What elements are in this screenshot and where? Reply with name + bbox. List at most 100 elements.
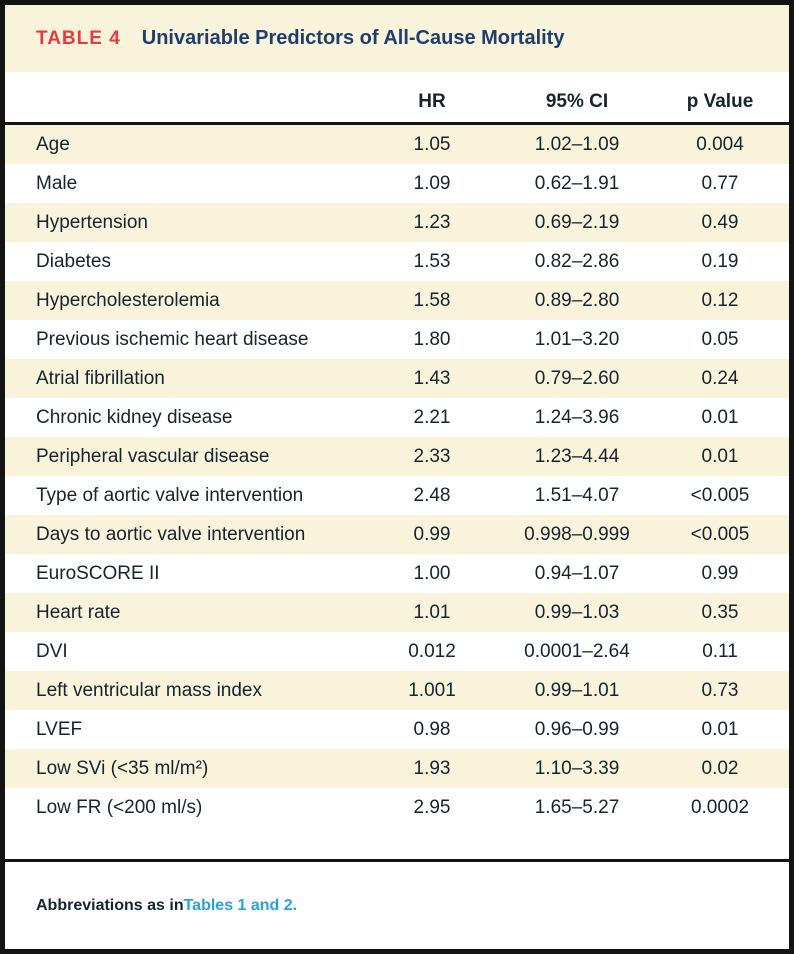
table-row: Hypertension 1.23 0.69–2.19 0.49 [5, 203, 789, 242]
table-row: Left ventricular mass index 1.001 0.99–1… [5, 671, 789, 710]
p-value: 0.01 [701, 718, 739, 740]
hr-value: 1.93 [413, 757, 451, 779]
column-header-row: HR 95% CI p Value [5, 72, 789, 125]
table-row: Male 1.09 0.62–1.91 0.77 [5, 164, 789, 203]
predictor-name: Age [36, 133, 70, 155]
table-row: EuroSCORE II 1.00 0.94–1.07 0.99 [5, 554, 789, 593]
p-value: 0.35 [701, 601, 739, 623]
ci-value: 1.51–4.07 [534, 484, 620, 506]
predictor-name: Diabetes [36, 250, 111, 272]
footnote-tables-link[interactable]: Tables 1 and 2. [183, 896, 298, 914]
p-value: 0.19 [701, 250, 739, 272]
table-row: Type of aortic valve intervention 2.48 1… [5, 476, 789, 515]
p-value: 0.49 [701, 211, 739, 233]
table-row: Hypercholesterolemia 1.58 0.89–2.80 0.12 [5, 281, 789, 320]
hr-value: 1.23 [413, 211, 451, 233]
table-body: Age 1.05 1.02–1.09 0.004 Male 1.09 0.62–… [5, 125, 789, 827]
p-value: 0.24 [701, 367, 739, 389]
table-number-label: TABLE 4 [36, 27, 121, 49]
table-title-band: TABLE 4 Univariable Predictors of All-Ca… [5, 5, 789, 72]
hr-value: 2.21 [413, 406, 451, 428]
p-value: 0.77 [701, 172, 739, 194]
table-row: Previous ischemic heart disease 1.80 1.0… [5, 320, 789, 359]
p-value: 0.99 [701, 562, 739, 584]
table-row: Chronic kidney disease 2.21 1.24–3.96 0.… [5, 398, 789, 437]
p-value: <0.005 [690, 484, 750, 506]
p-value: 0.004 [696, 133, 744, 155]
footnote-text: Abbreviations as in [36, 896, 184, 914]
hr-value: 1.53 [413, 250, 451, 272]
table-row: Age 1.05 1.02–1.09 0.004 [5, 125, 789, 164]
p-value: <0.005 [690, 523, 750, 545]
hr-value: 2.48 [413, 484, 451, 506]
table-row: Atrial fibrillation 1.43 0.79–2.60 0.24 [5, 359, 789, 398]
ci-value: 1.24–3.96 [534, 406, 620, 428]
p-value: 0.02 [701, 757, 739, 779]
predictor-name: Peripheral vascular disease [36, 445, 270, 467]
p-value: 0.73 [701, 679, 739, 701]
hr-value: 0.98 [413, 718, 451, 740]
table-body-gap [5, 827, 789, 859]
ci-value: 0.69–2.19 [534, 211, 620, 233]
hr-value: 1.43 [413, 367, 451, 389]
predictor-name: Hypercholesterolemia [36, 289, 220, 311]
p-value: 0.01 [701, 445, 739, 467]
p-value: 0.12 [701, 289, 739, 311]
footnote: Abbreviations as in Tables 1 and 2. [5, 859, 789, 949]
ci-value: 0.0001–2.64 [524, 640, 630, 662]
p-value: 0.0002 [690, 796, 750, 818]
hr-value: 1.80 [413, 328, 451, 350]
column-header-hr: HR [418, 91, 446, 112]
p-value: 0.11 [702, 640, 738, 662]
predictor-name: Hypertension [36, 211, 148, 233]
ci-value: 0.998–0.999 [524, 523, 630, 545]
ci-value: 0.89–2.80 [534, 289, 620, 311]
predictor-name: DVI [36, 640, 68, 662]
ci-value: 0.79–2.60 [534, 367, 620, 389]
predictor-name: Male [36, 172, 78, 194]
ci-value: 1.23–4.44 [534, 445, 620, 467]
ci-value: 1.01–3.20 [534, 328, 620, 350]
hr-value: 0.012 [408, 640, 456, 662]
predictor-name: Days to aortic valve intervention [36, 523, 306, 545]
hr-value: 0.99 [413, 523, 451, 545]
predictor-name: Low FR (<200 ml/s) [36, 796, 203, 818]
ci-value: 0.62–1.91 [534, 172, 620, 194]
predictor-name: Type of aortic valve intervention [36, 484, 304, 506]
ci-value: 0.99–1.03 [534, 601, 620, 623]
hr-value: 1.001 [408, 679, 456, 701]
predictor-name: Chronic kidney disease [36, 406, 233, 428]
predictor-name: Low SVi (<35 ml/m²) [36, 757, 209, 779]
ci-value: 1.65–5.27 [534, 796, 620, 818]
table-row: LVEF 0.98 0.96–0.99 0.01 [5, 710, 789, 749]
ci-value: 0.96–0.99 [534, 718, 620, 740]
column-header-ci: 95% CI [545, 91, 609, 112]
table-row: Days to aortic valve intervention 0.99 0… [5, 515, 789, 554]
p-value: 0.01 [701, 406, 739, 428]
table-title: Univariable Predictors of All-Cause Mort… [141, 27, 565, 49]
predictor-name: EuroSCORE II [36, 562, 160, 584]
ci-value: 1.02–1.09 [534, 133, 620, 155]
table-row: Low FR (<200 ml/s) 2.95 1.65–5.27 0.0002 [5, 788, 789, 827]
column-header-pvalue: p Value [686, 91, 754, 112]
hr-value: 1.05 [413, 133, 451, 155]
predictor-name: Previous ischemic heart disease [36, 328, 309, 350]
hr-value: 1.01 [413, 601, 451, 623]
predictor-name: Left ventricular mass index [36, 679, 262, 701]
ci-value: 0.82–2.86 [534, 250, 620, 272]
hr-value: 1.09 [413, 172, 451, 194]
table-row: Peripheral vascular disease 2.33 1.23–4.… [5, 437, 789, 476]
table-row: Low SVi (<35 ml/m²) 1.93 1.10–3.39 0.02 [5, 749, 789, 788]
predictor-name: Atrial fibrillation [36, 367, 165, 389]
hr-value: 2.33 [413, 445, 451, 467]
predictor-name: LVEF [36, 718, 83, 740]
hr-value: 2.95 [413, 796, 451, 818]
table-row: Diabetes 1.53 0.82–2.86 0.19 [5, 242, 789, 281]
table-row: DVI 0.012 0.0001–2.64 0.11 [5, 632, 789, 671]
ci-value: 0.94–1.07 [534, 562, 620, 584]
hr-value: 1.00 [413, 562, 451, 584]
p-value: 0.05 [701, 328, 739, 350]
ci-value: 1.10–3.39 [534, 757, 620, 779]
hr-value: 1.58 [413, 289, 451, 311]
